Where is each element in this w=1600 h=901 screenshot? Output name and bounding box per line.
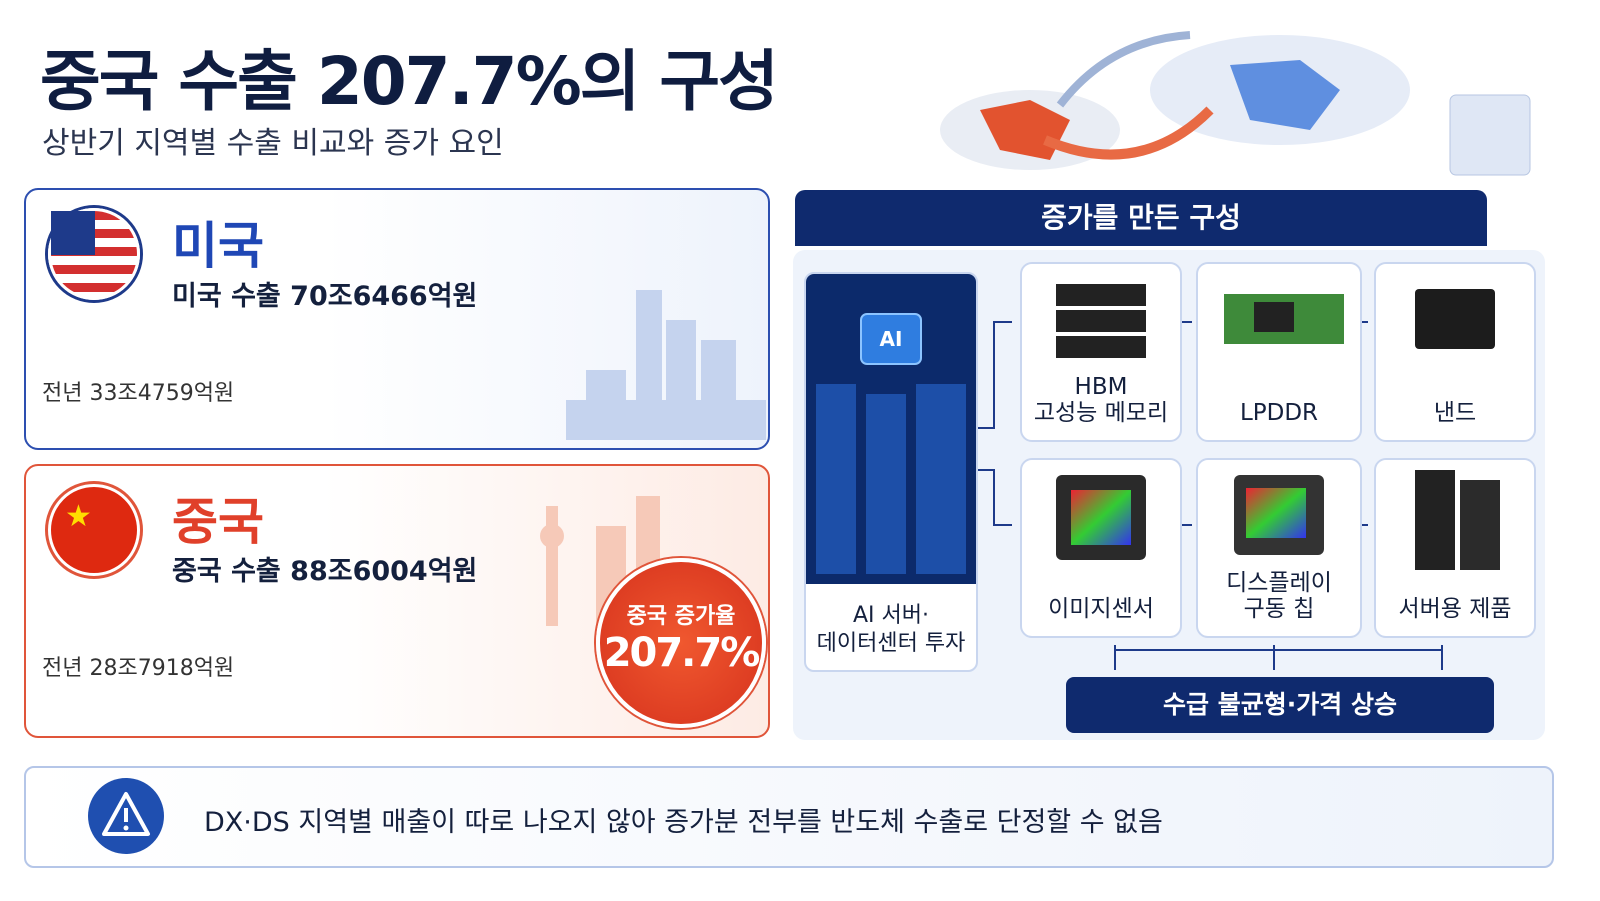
item-label: HBM 고성능 메모리	[1022, 374, 1180, 426]
item-line: 고성능 메모리	[1033, 400, 1169, 426]
china-export: 중국 수출 88조6004억원	[172, 556, 478, 587]
us-name: 미국	[172, 217, 264, 275]
item-label: 낸드	[1376, 400, 1534, 426]
map-illustration	[940, 31, 1531, 176]
item-line: 구동 칩	[1243, 596, 1315, 622]
source-line: AI 서버·	[852, 603, 929, 628]
item-line: 디스플레이	[1226, 570, 1332, 596]
subtitle: 상반기 지역별 수출 비교와 증가 요인	[42, 126, 504, 161]
us-flag	[48, 208, 140, 300]
source-box: AI AI 서버· 데이터센터 투자	[804, 272, 978, 672]
china-previous: 전년 28조7918억원	[42, 656, 235, 681]
source-line: 데이터센터 투자	[816, 631, 966, 656]
rate-label: 중국 증가율	[626, 604, 736, 629]
composition-title: 증가를 만든 구성	[795, 190, 1487, 246]
rate-badge: 중국 증가율 207.7%	[596, 558, 766, 728]
connectors	[978, 321, 1443, 670]
item-icon	[1415, 470, 1500, 570]
driver-label: 수급 불균형·가격 상승	[1066, 677, 1494, 733]
item-line: 낸드	[1433, 400, 1477, 426]
item-line: 서버용 제품	[1398, 596, 1512, 622]
rate: 207.7%	[603, 630, 761, 676]
item-label: 서버용 제품	[1376, 596, 1534, 622]
item-icon	[1056, 475, 1146, 560]
item-box: 낸드	[1374, 262, 1536, 442]
item-box: 이미지센서	[1020, 458, 1182, 638]
item-box: HBM 고성능 메모리	[1020, 262, 1182, 442]
china-name: 중국	[172, 493, 264, 551]
notice: DX·DS 지역별 매출이 따로 나오지 않아 증가분 전부를 반도체 수출로 …	[204, 807, 1163, 838]
us-card	[24, 188, 770, 450]
item-label: 디스플레이 구동 칩	[1198, 570, 1360, 622]
item-label: LPDDR	[1198, 400, 1360, 426]
item-icon	[1234, 475, 1324, 555]
item-line: HBM	[1074, 374, 1128, 400]
item-box: LPDDR	[1196, 262, 1362, 442]
source-label: AI 서버· 데이터센터 투자	[806, 602, 976, 658]
notice-box	[24, 766, 1554, 868]
item-icon	[1056, 284, 1146, 358]
warning-icon	[88, 778, 164, 854]
china-flag: ★	[48, 484, 140, 576]
item-box: 디스플레이 구동 칩	[1196, 458, 1362, 638]
skyline	[566, 290, 766, 440]
item-box: 서버용 제품	[1374, 458, 1536, 638]
item-icon	[1224, 294, 1344, 344]
server-illustration: AI	[806, 274, 976, 584]
us-previous: 전년 33조4759억원	[42, 381, 235, 406]
item-line: LPDDR	[1239, 400, 1319, 426]
svg-text:AI: AI	[880, 327, 903, 351]
us-export: 미국 수출 70조6466억원	[172, 281, 478, 312]
item-line: 이미지센서	[1048, 596, 1154, 622]
item-label: 이미지센서	[1022, 596, 1180, 622]
title: 중국 수출 207.7%의 구성	[40, 43, 779, 120]
item-icon	[1415, 289, 1495, 349]
